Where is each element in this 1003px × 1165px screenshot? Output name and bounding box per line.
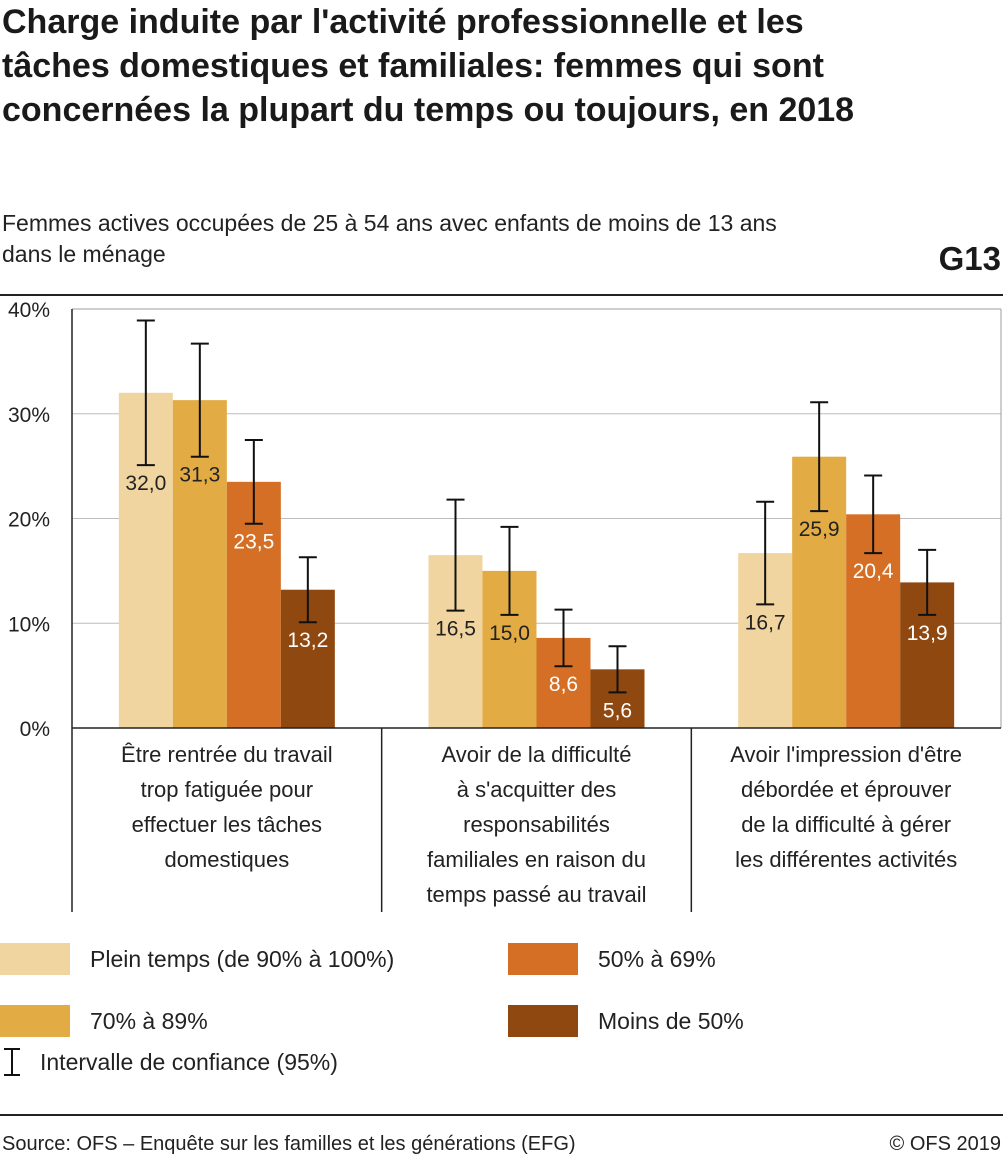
y-tick-label: 10% xyxy=(8,613,50,636)
legend-swatch xyxy=(508,943,578,975)
data-label: 16,5 xyxy=(435,618,476,641)
category-label: de la difficulté à gérer xyxy=(741,812,951,837)
source-note: Source: OFS – Enquête sur les familles e… xyxy=(2,1133,576,1155)
data-label: 25,9 xyxy=(799,518,840,541)
legend: Plein temps (de 90% à 100%) 70% à 89% 50% … xyxy=(0,935,1003,1085)
data-label: 13,2 xyxy=(287,629,328,652)
data-label: 32,0 xyxy=(125,472,166,495)
data-label: 8,6 xyxy=(549,673,578,696)
legend-swatch xyxy=(0,1005,70,1037)
bar-chart: 0% 10% 20% 30% 40% 32,0 31,3 23,5 13,2 Être rentr… xyxy=(8,299,1002,912)
legend-item: Moins de 50% xyxy=(508,1005,744,1037)
category-label: familiales en raison du xyxy=(427,847,646,872)
bottom-rule xyxy=(0,1114,1003,1116)
y-tick-label: 30% xyxy=(8,404,50,427)
legend-item: Plein temps (de 90% à 100%) xyxy=(0,943,394,975)
y-tick-label: 0% xyxy=(20,718,50,741)
legend-label: 70% à 89% xyxy=(90,1007,208,1034)
legend-label: Plein temps (de 90% à 100%) xyxy=(90,945,395,972)
data-label: 31,3 xyxy=(179,464,220,487)
chart-title: Charge induite par l'activité profession… xyxy=(2,3,855,129)
legend-swatch xyxy=(508,1005,578,1037)
chart-code: G13 xyxy=(938,240,1001,277)
category-label: trop fatiguée pour xyxy=(141,777,313,802)
category-label: domestiques xyxy=(164,847,289,872)
copyright: © OFS 2019 xyxy=(889,1133,1001,1155)
data-label: 16,7 xyxy=(745,611,786,634)
confidence-interval-icon xyxy=(4,1048,20,1076)
legend-swatch xyxy=(0,943,70,975)
top-rule xyxy=(0,294,1003,296)
category-label: effectuer les tâches xyxy=(132,812,322,837)
legend-label: Moins de 50% xyxy=(598,1007,744,1034)
legend-item: 50% à 69% xyxy=(508,943,716,975)
data-label: 15,0 xyxy=(489,622,530,645)
chart-subtitle: Femmes actives occupées de 25 à 54 ans a… xyxy=(2,210,777,267)
y-tick-label: 20% xyxy=(8,509,50,532)
ci-legend-label: Intervalle de confiance (95%) xyxy=(40,1048,338,1075)
category-label: temps passé au travail xyxy=(426,882,646,907)
data-label: 20,4 xyxy=(853,560,894,583)
category-label: responsabilités xyxy=(463,812,610,837)
data-label: 13,9 xyxy=(907,622,948,645)
category-label: Être rentrée du travail xyxy=(121,742,333,767)
category-label: Avoir l'impression d'être xyxy=(730,742,962,767)
ci-legend: Intervalle de confiance (95%) xyxy=(0,1045,338,1079)
y-tick-label: 40% xyxy=(8,299,50,322)
data-label: 23,5 xyxy=(233,531,274,554)
category-label: à s'acquitter des xyxy=(457,777,617,802)
legend-label: 50% à 69% xyxy=(598,945,716,972)
legend-item: 70% à 89% xyxy=(0,1005,208,1037)
category-label: débordée et éprouver xyxy=(741,777,951,802)
category-label: les différentes activités xyxy=(735,847,957,872)
category-label: Avoir de la difficulté xyxy=(442,742,632,767)
data-label: 5,6 xyxy=(603,699,632,722)
